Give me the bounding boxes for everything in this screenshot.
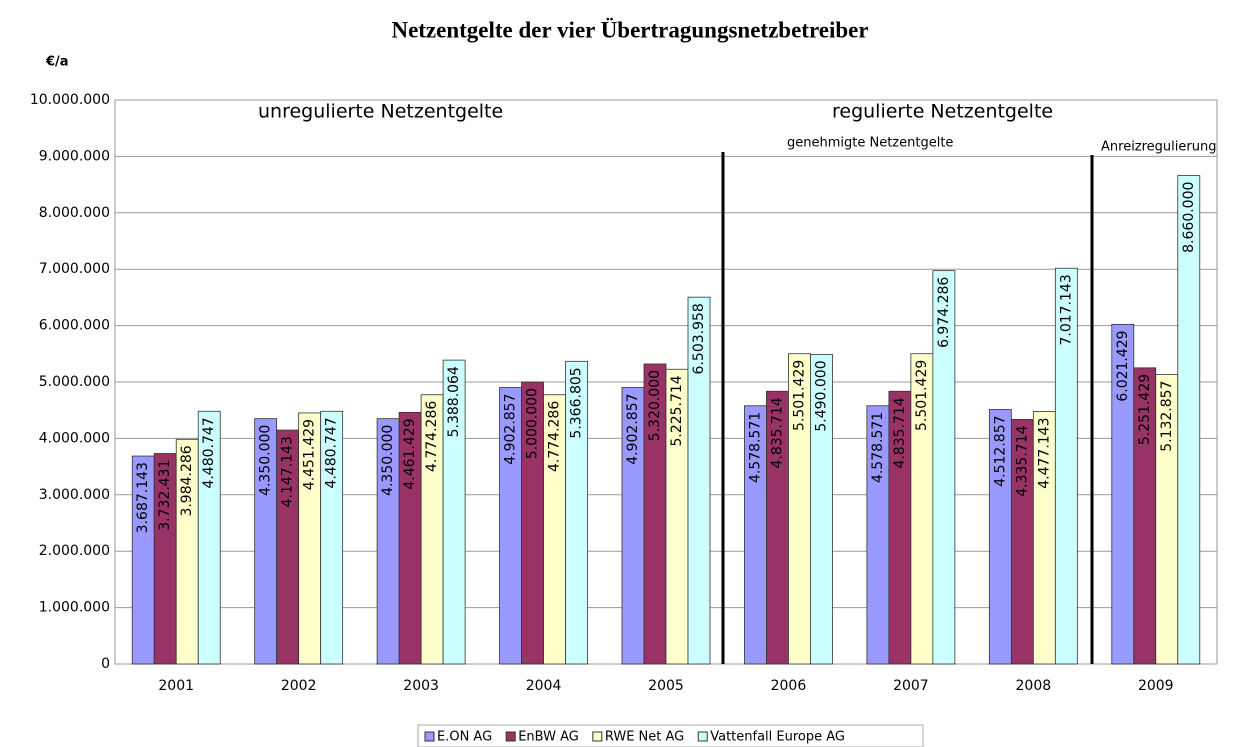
x-tick-label: 2001 [158,678,194,694]
y-tick-label: 10.000.000 [30,92,110,108]
y-tick-label: 6.000.000 [39,318,110,334]
value-label: 6.974.286 [936,277,952,348]
legend-swatch [505,731,516,742]
value-label: 5.225.714 [669,375,685,446]
y-tick-label: 1.000.000 [39,600,110,616]
value-label: 4.350.000 [258,425,274,496]
value-label: 5.490.000 [813,360,829,431]
annotation: unregulierte Netzentgelte [258,101,503,123]
bar [565,360,588,665]
x-tick-label: 2004 [526,678,562,694]
y-tick-label: 2.000.000 [39,543,110,559]
annotation: Anreizregulierung [1101,140,1216,155]
y-tick-label: 9.000.000 [39,148,110,164]
value-label: 4.835.714 [892,397,908,468]
value-label: 5.000.000 [525,388,541,459]
x-tick-label: 2002 [281,678,317,694]
y-axis-label: €/a [45,55,69,70]
y-tick-label: 7.000.000 [39,261,110,277]
bar [932,270,956,665]
value-label: 4.451.429 [302,419,318,490]
y-tick-label: 4.000.000 [39,430,110,446]
value-label: 4.480.747 [324,417,340,488]
y-tick-label: 5.000.000 [39,374,110,390]
x-tick-label: 2009 [1138,678,1174,694]
x-tick-label: 2007 [893,678,929,694]
value-label: 4.578.571 [747,412,763,483]
value-label: 5.132.857 [1159,381,1175,452]
legend-label: RWE Net AG [605,730,684,745]
legend-label: EnBW AG [518,730,579,745]
legend-swatch [424,731,435,742]
value-label: 4.774.286 [424,401,440,472]
value-label: 5.366.805 [569,367,585,438]
value-label: 3.732.431 [157,459,173,530]
value-label: 4.477.143 [1036,417,1052,488]
value-label: 4.774.286 [547,401,563,472]
value-label: 4.461.429 [402,418,418,489]
chart-title: Netzentgelte der vier Übertragungsnetzbe… [391,17,868,42]
x-tick-label: 2003 [403,678,439,694]
legend-swatch [697,731,708,742]
value-label: 7.017.143 [1058,274,1074,345]
y-tick-label: 0 [101,656,110,672]
legend-label: Vattenfall Europe AG [710,730,845,745]
value-label: 5.501.429 [791,360,807,431]
legend-label: E.ON AG [437,730,492,745]
x-tick-label: 2008 [1016,678,1052,694]
bar [197,410,221,665]
value-label: 4.835.714 [769,397,785,468]
value-label: 4.335.714 [1014,425,1030,496]
value-label: 4.512.857 [992,415,1008,486]
value-label: 4.902.857 [625,393,641,464]
bar [1054,267,1078,665]
bar [320,410,344,665]
value-label: 3.984.286 [179,445,195,516]
value-label: 4.902.857 [503,393,519,464]
value-label: 5.501.429 [914,360,930,431]
value-label: 4.350.000 [380,425,396,496]
bar [1177,175,1201,665]
value-label: 5.320.000 [647,370,663,441]
annotation: regulierte Netzentgelte [832,101,1053,123]
value-label: 4.578.571 [870,412,886,483]
value-label: 4.480.747 [201,417,217,488]
bar [810,353,833,665]
bar [442,359,466,665]
y-tick-label: 3.000.000 [39,487,110,503]
value-label: 8.660.000 [1181,182,1197,253]
value-label: 6.021.429 [1115,330,1131,401]
y-tick-label: 8.000.000 [39,205,110,221]
value-label: 4.147.143 [280,436,296,507]
value-label: 6.503.958 [691,303,707,374]
bar [687,296,711,665]
value-label: 5.251.429 [1137,374,1153,445]
annotation: genehmigte Netzentgelte [787,136,953,151]
legend-box [417,724,924,747]
value-label: 3.687.143 [135,462,151,533]
x-tick-label: 2006 [771,678,807,694]
value-label: 5.388.064 [446,366,462,437]
x-tick-label: 2005 [648,678,684,694]
legend-swatch [592,731,603,742]
